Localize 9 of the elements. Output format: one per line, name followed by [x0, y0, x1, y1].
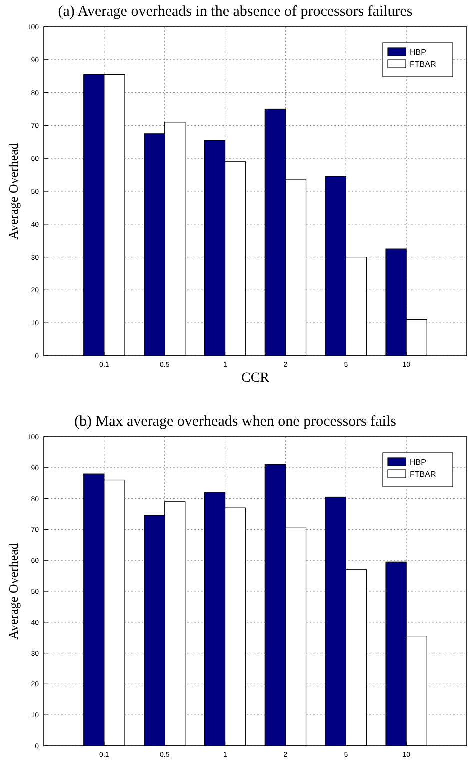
legend-label: FTBAR — [410, 470, 436, 479]
chart-title: (b) Max average overheads when one processors fails — [74, 414, 397, 430]
y-axis-title: Average Overhead — [6, 542, 21, 640]
legend-label: HBP — [410, 458, 426, 467]
y-axis-title: Average Overhead — [6, 142, 21, 240]
x-axis-title: CCR — [241, 371, 270, 386]
legend-label: FTBAR — [410, 60, 436, 69]
legend-label: HBP — [410, 48, 426, 57]
chart-title: (a) Average overheads in the absence of processors failures — [58, 4, 413, 20]
